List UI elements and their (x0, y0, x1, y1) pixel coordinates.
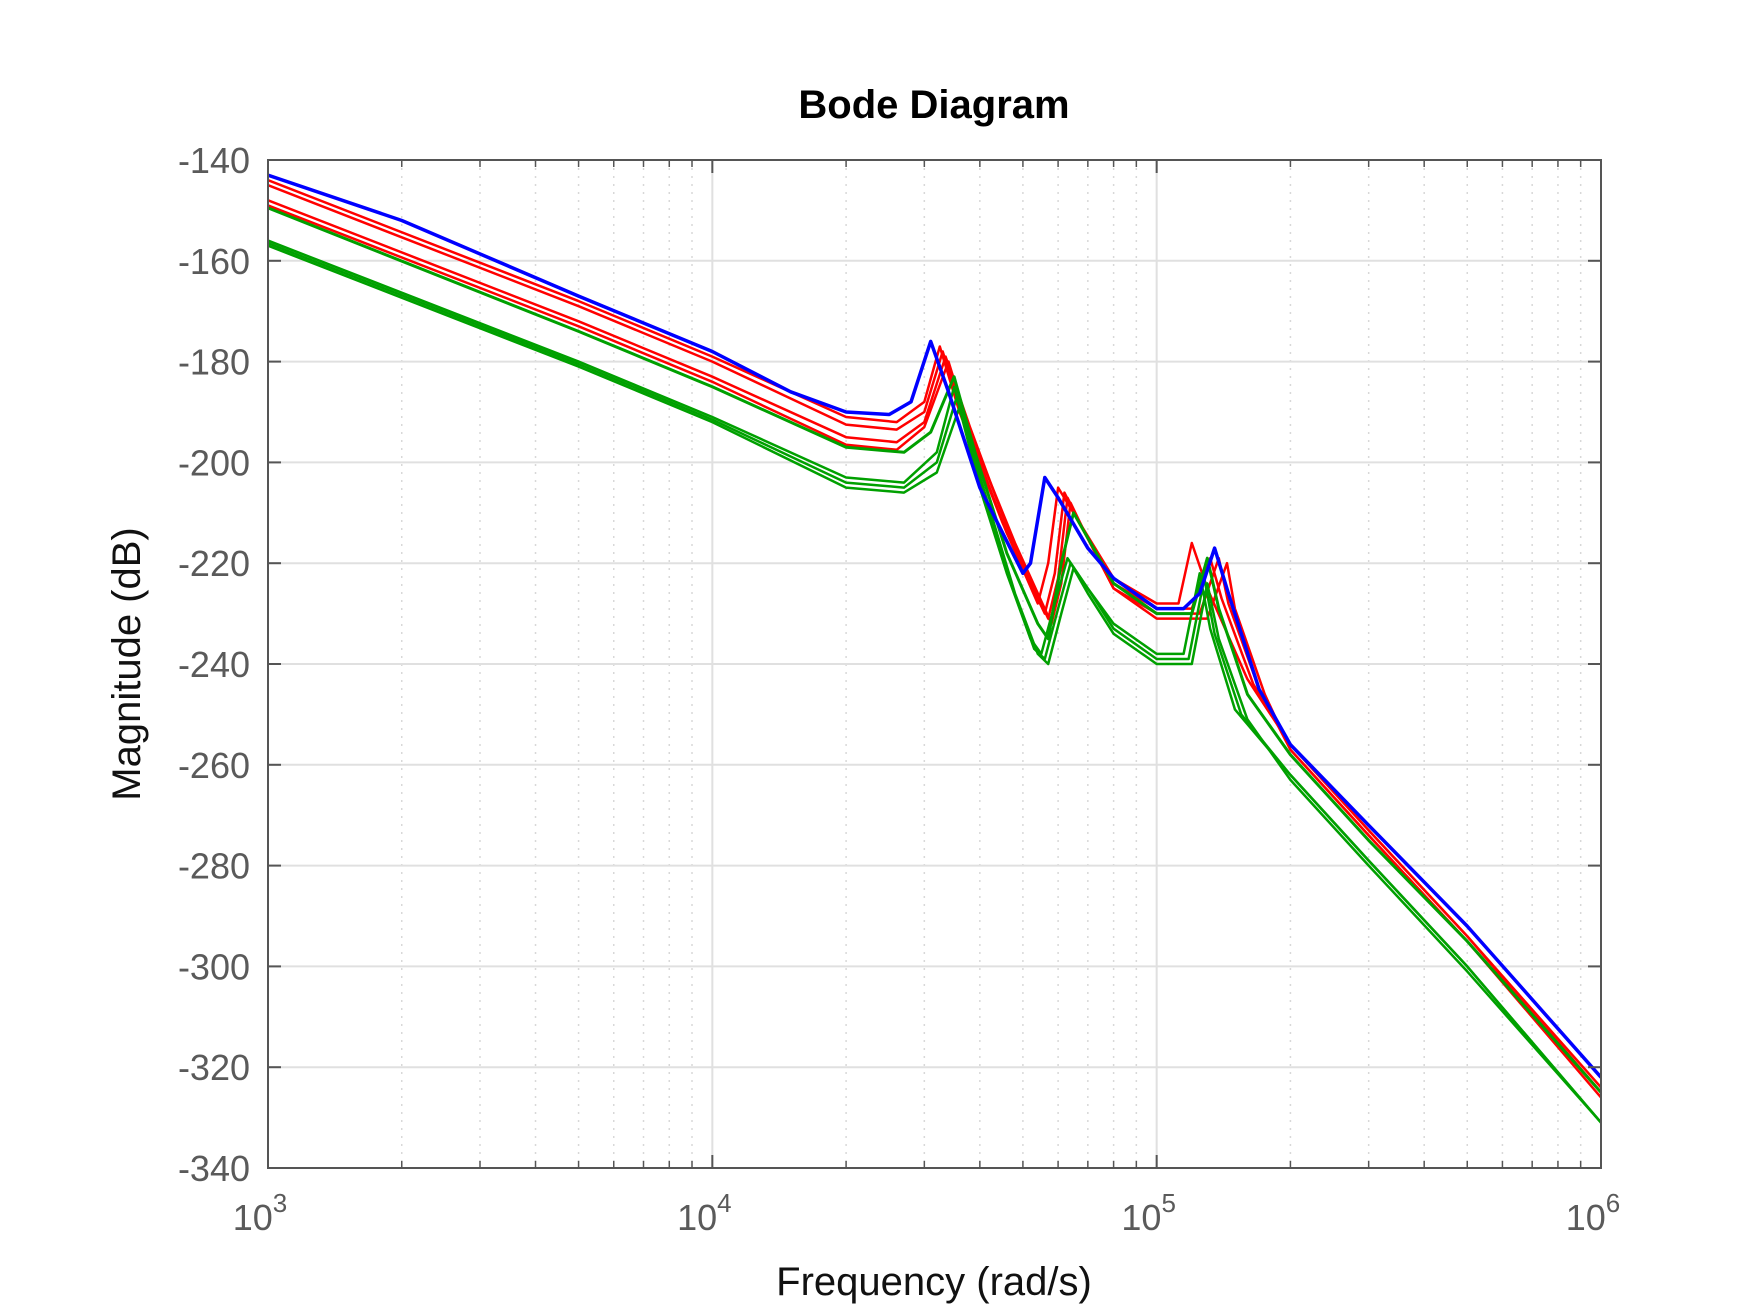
chart-title: Bode Diagram (798, 83, 1069, 127)
y-axis-label: Magnitude (dB) (105, 527, 149, 800)
y-tick-label: -180 (178, 342, 250, 383)
y-tick-label: -220 (178, 543, 250, 584)
x-tick-base: 10 (1566, 1197, 1606, 1238)
x-tick-base: 10 (1121, 1197, 1161, 1238)
y-tick-label: -280 (178, 846, 250, 887)
series-line-0 (268, 179, 1601, 1089)
x-tick-exponent: 6 (1606, 1188, 1620, 1218)
x-tick-exponent: 5 (1161, 1188, 1175, 1218)
series-line-4 (268, 206, 1601, 1094)
ticks: -140 -160 -180 -200 -220 -240 -260 -280 -300 -320… (178, 140, 1620, 1238)
x-tick-base: 10 (233, 1197, 273, 1238)
series-line-2 (268, 199, 1601, 1094)
x-tick-label: 103 (233, 1188, 288, 1238)
series-line-5 (268, 239, 1601, 1124)
grid (267, 159, 1602, 1169)
series-line-7 (268, 244, 1601, 1124)
series-line-6 (268, 242, 1601, 1124)
y-tick-label: -160 (178, 241, 250, 282)
x-axis-label: Frequency (rad/s) (776, 1260, 1092, 1304)
y-tick-label: -300 (178, 946, 250, 987)
x-tick-label: 106 (1566, 1188, 1621, 1238)
y-tick-label: -140 (178, 140, 250, 181)
y-tick-label: -320 (178, 1047, 250, 1088)
plot-area (268, 173, 1601, 1124)
x-tick-label: 105 (1121, 1188, 1176, 1238)
y-tick-label: -240 (178, 644, 250, 685)
y-tick-label: -260 (178, 745, 250, 786)
y-tick-label: -200 (178, 442, 250, 483)
x-tick-label: 104 (677, 1188, 732, 1238)
series-line-8 (268, 173, 1601, 1079)
x-tick-base: 10 (677, 1197, 717, 1238)
x-tick-exponent: 4 (717, 1188, 731, 1218)
x-tick-exponent: 3 (273, 1188, 287, 1218)
y-tick-label: -340 (178, 1148, 250, 1189)
series-line-3 (268, 204, 1601, 1099)
